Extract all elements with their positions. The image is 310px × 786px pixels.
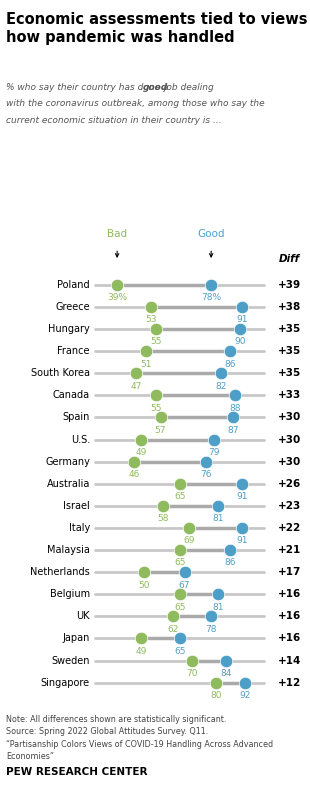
Text: U.S.: U.S. [71,435,90,445]
Text: +21: +21 [277,545,301,555]
Text: Germany: Germany [45,457,90,467]
Text: 81: 81 [213,603,224,612]
Text: +26: +26 [277,479,301,489]
Text: 39%: 39% [107,293,127,303]
Text: 57: 57 [155,426,166,435]
Text: Belgium: Belgium [50,590,90,599]
Text: Economic assessments tied to views of
how pandemic was handled: Economic assessments tied to views of ho… [6,12,310,45]
Text: +22: +22 [277,523,301,533]
Text: 67: 67 [179,581,190,590]
Text: 91: 91 [237,492,248,501]
Text: 51: 51 [140,359,152,369]
Text: 47: 47 [131,382,142,391]
Text: Diff: Diff [278,254,300,264]
Text: +39: +39 [277,280,301,290]
Text: +16: +16 [277,634,301,644]
Text: Netherlands: Netherlands [30,567,90,577]
Text: Note: All differences shown are statistically significant.
Source: Spring 2022 G: Note: All differences shown are statisti… [6,715,273,761]
Text: +35: +35 [277,369,301,378]
Text: UK: UK [76,612,90,621]
Text: 78%: 78% [201,293,221,303]
Text: 91: 91 [237,315,248,325]
Text: Hungary: Hungary [48,324,90,334]
Text: 49: 49 [135,448,147,457]
Text: 84: 84 [220,669,231,678]
Text: +35: +35 [277,324,301,334]
Text: Greece: Greece [55,302,90,312]
Text: 80: 80 [210,691,222,700]
Text: 62: 62 [167,625,178,634]
Text: +23: +23 [277,501,301,511]
Text: 86: 86 [225,359,236,369]
Text: 46: 46 [128,470,140,479]
Text: 53: 53 [145,315,157,325]
Text: South Korea: South Korea [31,369,90,378]
Text: Good: Good [197,229,225,239]
Text: Bad: Bad [107,229,127,239]
Text: +30: +30 [277,413,301,423]
Text: 92: 92 [239,691,250,700]
Text: 91: 91 [237,536,248,545]
Text: current economic situation in their country is ...: current economic situation in their coun… [6,116,222,124]
Text: 78: 78 [206,625,217,634]
Text: Sweden: Sweden [51,656,90,666]
Text: +33: +33 [277,391,301,400]
Text: 65: 65 [174,647,186,656]
Text: with the coronavirus outbreak, among those who say the: with the coronavirus outbreak, among tho… [6,99,265,108]
Text: Japan: Japan [63,634,90,644]
Text: +17: +17 [277,567,301,577]
Text: 70: 70 [186,669,197,678]
Text: 86: 86 [225,558,236,567]
Text: +16: +16 [277,612,301,621]
Text: 55: 55 [150,337,162,347]
Text: +14: +14 [277,656,301,666]
Text: good: good [143,83,168,91]
Text: Spain: Spain [63,413,90,423]
Text: Israel: Israel [63,501,90,511]
Text: 82: 82 [215,382,227,391]
Text: +12: +12 [277,678,301,688]
Text: job dealing: job dealing [161,83,213,91]
Text: 65: 65 [174,558,186,567]
Text: 69: 69 [184,536,195,545]
Text: Poland: Poland [57,280,90,290]
Text: Singapore: Singapore [41,678,90,688]
Text: 81: 81 [213,514,224,523]
Text: +35: +35 [277,346,301,356]
Text: 49: 49 [135,647,147,656]
Text: 90: 90 [234,337,246,347]
Text: +38: +38 [277,302,301,312]
Text: 88: 88 [229,404,241,413]
Text: 55: 55 [150,404,162,413]
Text: Canada: Canada [53,391,90,400]
Text: Australia: Australia [46,479,90,489]
Text: 87: 87 [227,426,239,435]
Text: 58: 58 [157,514,169,523]
Text: France: France [57,346,90,356]
Text: Italy: Italy [69,523,90,533]
Text: 79: 79 [208,448,219,457]
Text: 76: 76 [201,470,212,479]
Text: 50: 50 [138,581,149,590]
Text: +30: +30 [277,435,301,445]
Text: % who say their country has done a: % who say their country has done a [6,83,171,91]
Text: +30: +30 [277,457,301,467]
Text: 65: 65 [174,492,186,501]
Text: +16: +16 [277,590,301,599]
Text: 65: 65 [174,603,186,612]
Text: Malaysia: Malaysia [47,545,90,555]
Text: PEW RESEARCH CENTER: PEW RESEARCH CENTER [6,766,148,777]
